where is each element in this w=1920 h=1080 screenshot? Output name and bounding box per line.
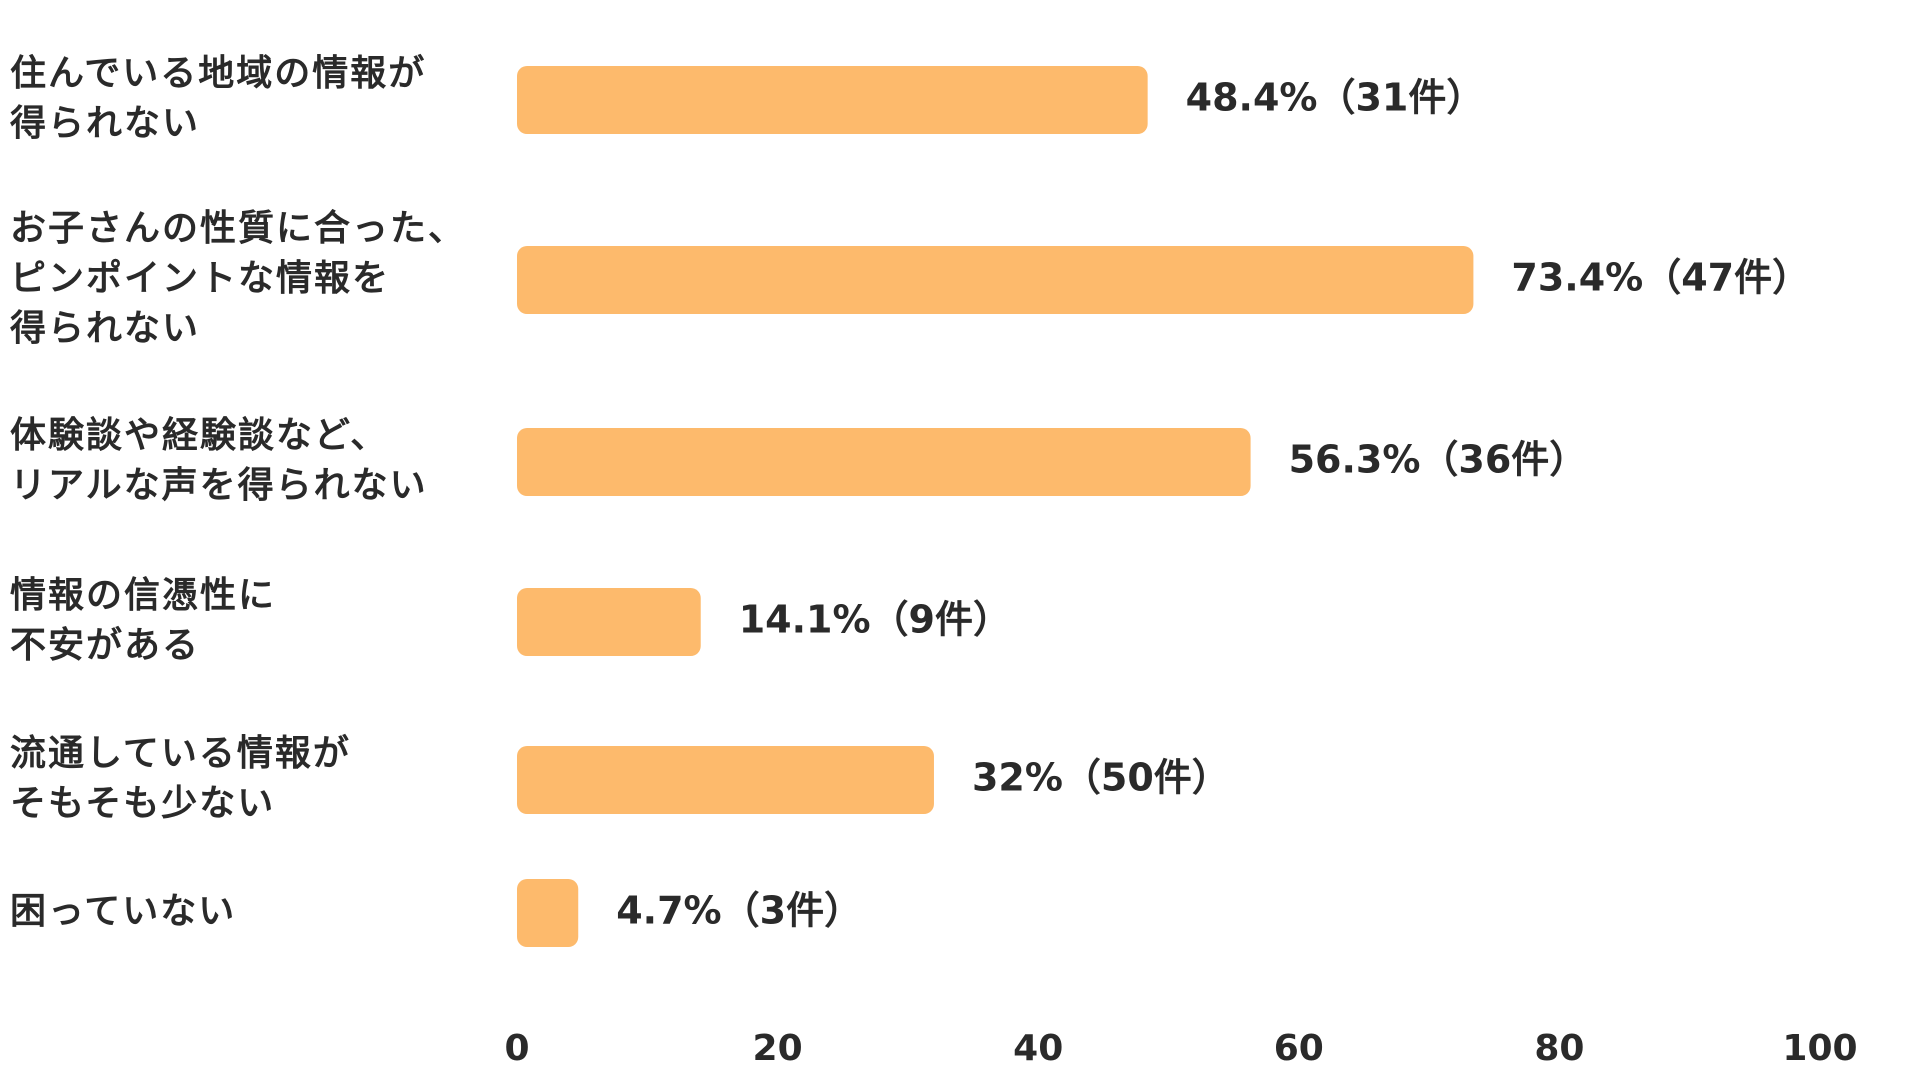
x-tick-label: 40	[1013, 1028, 1063, 1069]
category-label-line: 住んでいる地域の情報が	[10, 53, 426, 94]
bar	[517, 66, 1148, 134]
bar	[517, 428, 1251, 496]
category-label: 体験談や経験談など、リアルな声を得られない	[10, 415, 428, 506]
bar	[517, 879, 579, 947]
data-label: 73.4%（47件）	[1511, 256, 1810, 300]
bar	[517, 246, 1474, 314]
x-tick-label: 100	[1782, 1028, 1857, 1069]
data-label: 32%（50件）	[972, 756, 1230, 800]
x-tick-label: 60	[1274, 1028, 1324, 1069]
data-label: 56.3%（36件）	[1289, 438, 1588, 482]
category-label-line: 流通している情報が	[10, 733, 351, 774]
data-label: 48.4%（31件）	[1186, 76, 1485, 120]
category-label: 情報の信憑性に不安がある	[10, 575, 276, 666]
x-tick-label: 20	[753, 1028, 803, 1069]
category-label-line: そもそも少ない	[10, 783, 275, 824]
data-label: 4.7%（3件）	[616, 889, 862, 933]
category-label: 住んでいる地域の情報が得られない	[10, 53, 426, 144]
x-tick-label: 80	[1534, 1028, 1584, 1069]
bar	[517, 588, 701, 656]
x-tick-label: 0	[504, 1028, 529, 1069]
category-label-line: リアルな声を得られない	[10, 465, 428, 506]
category-label-line: 体験談や経験談など、	[10, 415, 388, 456]
category-label-line: 得られない	[10, 308, 200, 349]
data-label: 14.1%（9件）	[739, 598, 1011, 642]
category-label-line: 情報の信憑性に	[10, 575, 276, 616]
category-label-line: 得られない	[10, 103, 200, 144]
category-label: 流通している情報がそもそも少ない	[10, 733, 351, 824]
bar	[517, 746, 934, 814]
category-label-line: 困っていない	[10, 891, 236, 932]
category-label-line: ピンポイントな情報を	[10, 257, 390, 299]
category-label-line: 不安がある	[10, 625, 200, 666]
category-label: 困っていない	[10, 891, 236, 932]
category-label-line: お子さんの性質に合った、	[10, 208, 466, 249]
category-label: お子さんの性質に合った、ピンポイントな情報を得られない	[10, 208, 466, 349]
